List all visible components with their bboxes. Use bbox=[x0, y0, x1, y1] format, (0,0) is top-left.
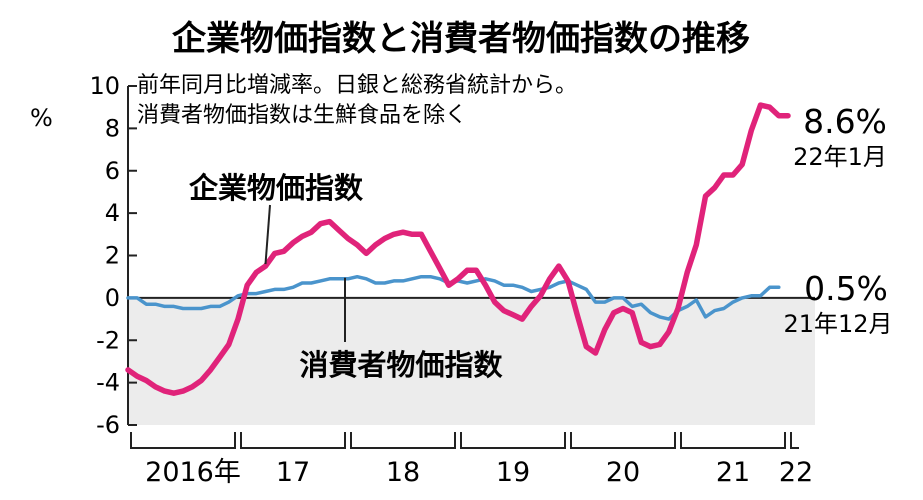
x-tick-label: 21 bbox=[716, 457, 750, 488]
cgpi-leader-line bbox=[264, 204, 271, 265]
x-tick-label: 20 bbox=[606, 457, 640, 488]
negative-shade bbox=[128, 297, 815, 425]
y-axis-unit: % bbox=[30, 104, 53, 132]
x-tick-label: 17 bbox=[276, 457, 310, 488]
x-axis: 2016年 17 18 19 20 21 22 bbox=[130, 432, 813, 488]
x-tick-label: 19 bbox=[496, 457, 530, 488]
cgpi-series-label: 企業物価指数 bbox=[189, 171, 364, 205]
y-axis: 10 8 6 4 2 0 -2 -4 -6 bbox=[89, 72, 137, 439]
x-year-bracket bbox=[570, 432, 676, 449]
y-tick-label: 10 bbox=[89, 72, 120, 100]
x-year-bracket bbox=[130, 432, 236, 449]
y-tick-label: -6 bbox=[96, 411, 120, 439]
y-tick-label: -4 bbox=[96, 369, 120, 397]
chart-note-2: 消費者物価指数は生鮮食品を除く bbox=[137, 103, 467, 128]
cpi-end-value: 0.5% bbox=[804, 269, 888, 308]
y-tick-label: 6 bbox=[105, 157, 120, 185]
series-line-cgpi bbox=[125, 102, 791, 396]
x-tick-label: 2016年 bbox=[145, 457, 241, 488]
y-tick-label: 0 bbox=[105, 284, 120, 312]
x-year-bracket bbox=[680, 432, 786, 449]
series-lines bbox=[125, 102, 791, 396]
x-year-bracket bbox=[460, 432, 566, 449]
x-year-bracket bbox=[350, 432, 456, 449]
chart-title: 企業物価指数と消費者物価指数の推移 bbox=[172, 19, 750, 59]
cpi-end-date: 21年12月 bbox=[783, 310, 892, 338]
cgpi-end-value: 8.6% bbox=[803, 102, 887, 141]
cpi-series-label: 消費者物価指数 bbox=[299, 348, 503, 382]
y-tick-label: 4 bbox=[105, 199, 120, 227]
y-tick-label: 8 bbox=[105, 114, 120, 142]
cgpi-end-date: 22年1月 bbox=[793, 143, 887, 171]
y-tick-label: -2 bbox=[96, 326, 120, 354]
x-tick-label: 18 bbox=[386, 457, 420, 488]
x-tick-label: 22 bbox=[779, 457, 813, 488]
x-year-bracket bbox=[240, 432, 346, 449]
chart-note-1: 前年同月比増減率。日銀と総務省統計から。 bbox=[137, 73, 577, 98]
y-tick-label: 2 bbox=[105, 242, 120, 270]
x-year-bracket bbox=[790, 432, 799, 449]
